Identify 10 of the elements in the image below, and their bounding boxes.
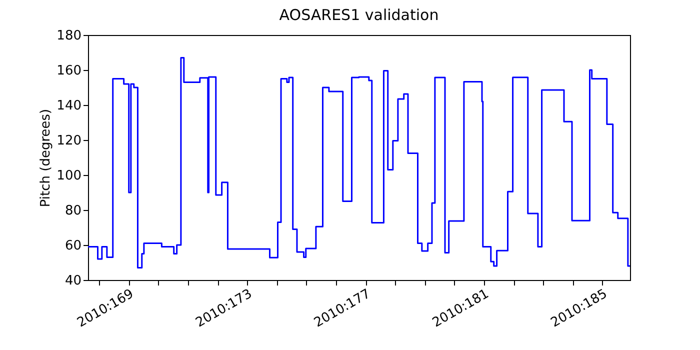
y-tick-label: 60 [64, 238, 82, 254]
y-tick-label: 160 [56, 64, 82, 78]
y-axis-title: Pitch (degrees) [38, 108, 54, 208]
y-tick-label: 120 [56, 134, 82, 148]
y-tick-label: 180 [56, 28, 82, 44]
chart-title: AOSARES1 validation [279, 6, 439, 24]
y-tick-label: 140 [56, 98, 82, 114]
y-tick-label: 80 [64, 204, 82, 218]
y-tick-label: 40 [64, 274, 82, 288]
y-tick-label: 100 [56, 168, 82, 184]
